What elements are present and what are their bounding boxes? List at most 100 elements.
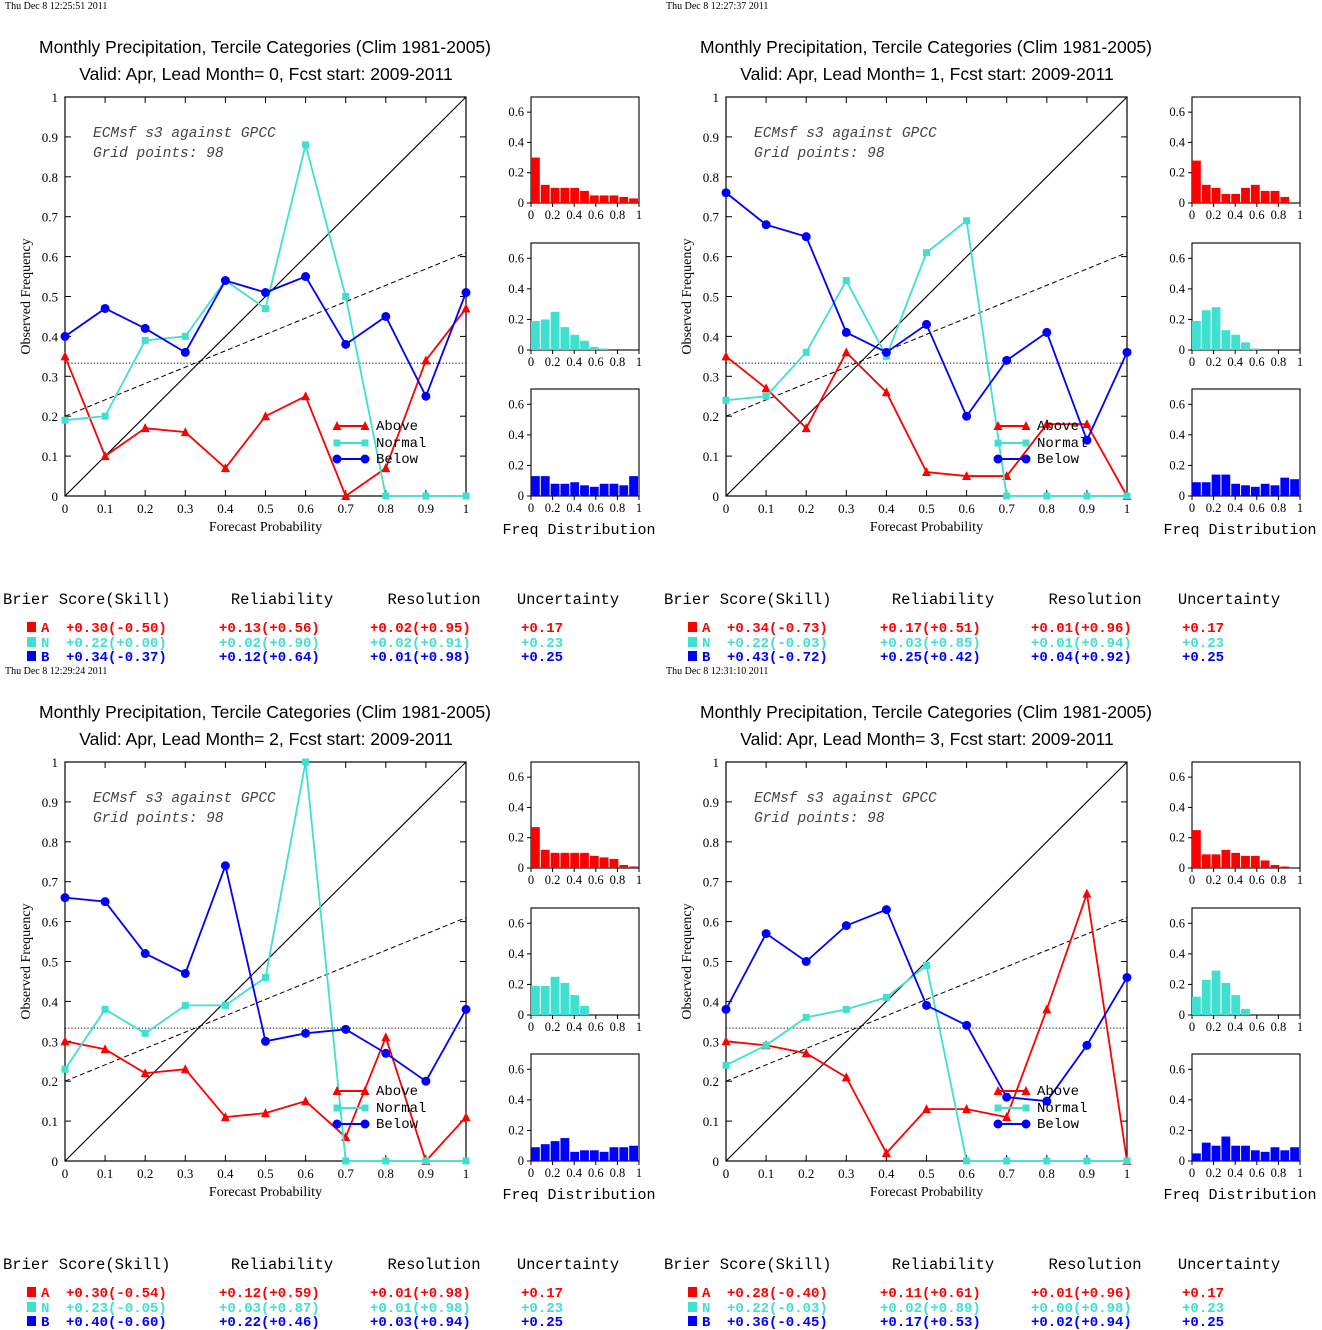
above-marker	[993, 421, 1003, 430]
below-marker	[922, 319, 931, 329]
hist-y-tick-label: 0.6	[508, 105, 524, 119]
histogram-bar	[1241, 1145, 1250, 1161]
score-cell: +0.17(+0.53)	[880, 1315, 981, 1330]
freq-distribution-label: Freq Distribution	[502, 522, 655, 539]
histogram-bar	[1270, 1147, 1280, 1161]
hist-x-tick-label: 0.4	[566, 1020, 582, 1034]
normal-marker	[61, 416, 69, 424]
hist-x-tick-label: 0.2	[545, 1166, 561, 1180]
below-marker	[801, 232, 811, 242]
y-tick-label: 0.6	[42, 250, 59, 265]
histogram-bar	[1192, 830, 1201, 868]
hist-y-tick-label: 0	[518, 861, 524, 875]
histogram-bar	[531, 476, 540, 496]
histogram-bar	[619, 1147, 629, 1161]
below-marker	[360, 454, 370, 464]
y-tick-label: 0.1	[42, 1114, 58, 1129]
score-cell: +0.22(-0.03)	[727, 636, 828, 652]
histogram-bar	[1211, 1145, 1221, 1161]
histogram-bar	[1250, 855, 1260, 868]
histogram-bar	[531, 320, 540, 350]
hist-y-tick-label: 0	[1179, 1154, 1185, 1168]
x-tick-label: 0.7	[338, 501, 355, 516]
below-marker	[180, 968, 190, 978]
x-tick-label: 0.9	[418, 501, 434, 516]
below-marker	[220, 276, 230, 286]
score-cell: +0.22(+0.46)	[219, 1315, 320, 1330]
normal-marker	[1003, 492, 1011, 500]
histogram-bar	[1290, 1147, 1299, 1161]
above-marker	[332, 1086, 342, 1095]
normal-marker	[333, 1104, 341, 1112]
hist-x-tick-label: 1	[1297, 873, 1303, 887]
score-cell: +0.02(+0.95)	[370, 621, 471, 637]
score-cell: +0.25	[1182, 650, 1224, 665]
histogram-bar	[1201, 979, 1211, 1015]
legend-label: Normal	[1037, 436, 1087, 452]
normal-marker	[101, 412, 109, 420]
score-row-letter: N	[41, 1301, 49, 1317]
hist-x-tick-label: 0.6	[588, 355, 604, 369]
hist-x-tick-label: 1	[1297, 501, 1303, 515]
x-tick-label: 0.2	[137, 1166, 153, 1181]
histogram-bar	[1260, 190, 1270, 203]
histogram-bar	[589, 195, 599, 203]
y-tick-label: 0.2	[703, 1074, 719, 1089]
hist-x-tick-label: 0.2	[1206, 1020, 1222, 1034]
below-marker	[60, 893, 70, 903]
normal-marker	[722, 396, 730, 404]
x-tick-label: 0.2	[798, 1166, 814, 1181]
hist-x-tick-label: 1	[636, 501, 642, 515]
score-row-swatch	[27, 651, 36, 661]
hist-y-tick-label: 0.4	[1169, 800, 1185, 814]
above-marker	[1082, 419, 1092, 429]
histogram-bar	[629, 198, 638, 203]
histogram-bar	[580, 1005, 589, 1015]
histogram-bar	[580, 190, 589, 203]
score-header: Uncertainty	[1178, 591, 1280, 609]
hist-y-tick-label: 0.2	[1169, 458, 1185, 472]
normal-marker	[181, 1001, 189, 1009]
histogram-bar	[540, 849, 550, 868]
normal-marker	[302, 758, 310, 766]
above-marker	[301, 1096, 311, 1106]
histogram-bar	[1192, 996, 1201, 1015]
histogram-bar	[1211, 854, 1221, 868]
chart-title: Monthly Precipitation, Tercile Categorie…	[700, 37, 1152, 57]
y-tick-label: 0.9	[42, 795, 58, 810]
annotation-gridpoints: Grid points: 98	[754, 811, 885, 827]
y-tick-label: 1	[52, 90, 59, 105]
histogram-bar	[550, 976, 560, 1015]
histogram-bar	[1270, 864, 1280, 868]
legend-label: Below	[376, 452, 419, 468]
legend-label: Above	[1037, 419, 1079, 435]
score-row-swatch	[688, 1316, 697, 1326]
hist-x-tick-label: 1	[1297, 1166, 1303, 1180]
normal-marker	[462, 1157, 470, 1165]
normal-marker	[722, 1061, 730, 1069]
legend-label: Above	[376, 1084, 418, 1100]
below-marker	[301, 1028, 311, 1038]
below-marker	[100, 897, 110, 907]
histogram-below: 0 0.2 0.4 0.6 0.8 1 0 0.2 0.4 0.6	[508, 1053, 642, 1180]
histogram-bar	[540, 985, 550, 1015]
histogram-normal: 0 0.2 0.4 0.6 0.8 1 0 0.2 0.4 0.6	[508, 242, 642, 369]
histogram-bar	[1270, 485, 1280, 496]
hist-y-tick-label: 0	[1179, 489, 1185, 503]
hist-y-tick-label: 0.4	[508, 282, 524, 296]
below-marker	[1021, 454, 1031, 464]
above-marker	[140, 423, 150, 433]
histogram-bar	[560, 187, 570, 203]
below-marker	[261, 288, 270, 298]
reliability-panel: Thu Dec 8 12:29:24 2011 Monthly Precipita…	[0, 665, 661, 1330]
y-tick-label: 0	[713, 1154, 720, 1169]
score-cell: +0.01(+0.96)	[1031, 621, 1132, 637]
histogram-normal: 0 0.2 0.4 0.6 0.8 1 0 0.2 0.4 0.6	[508, 907, 642, 1034]
normal-marker	[382, 492, 390, 500]
y-tick-label: 0.2	[703, 409, 719, 424]
score-cell: +0.17(+0.51)	[880, 621, 981, 637]
x-tick-label: 0.2	[137, 501, 153, 516]
score-row-letter: B	[41, 650, 50, 665]
hist-x-tick-label: 0	[528, 501, 534, 515]
hist-x-tick-label: 1	[1297, 1020, 1303, 1034]
